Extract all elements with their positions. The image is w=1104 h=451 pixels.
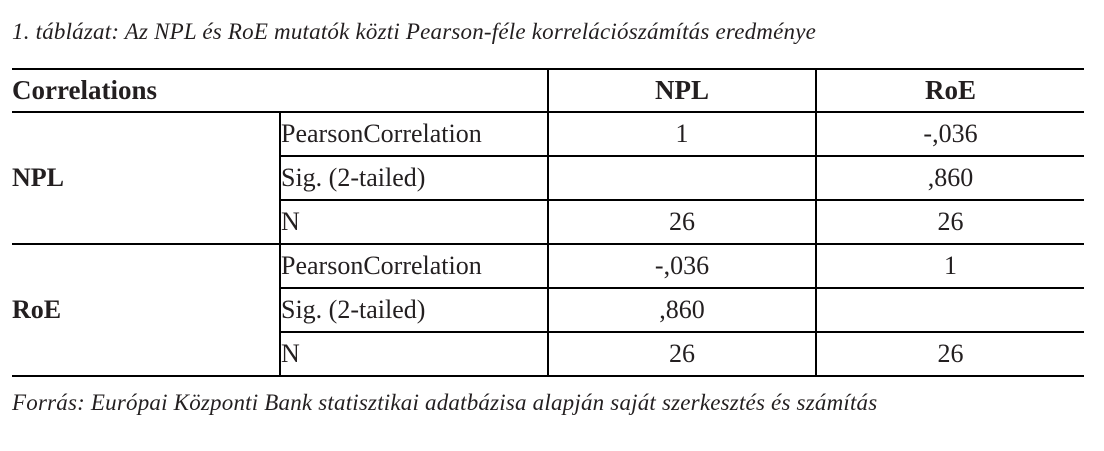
value-npl-npl-n: 26: [547, 198, 816, 245]
stat-label-pearson: PearsonCorrelation: [279, 242, 548, 289]
table-row-npl-n: N 26 26: [12, 198, 1084, 245]
table-header-roe: RoE: [815, 67, 1084, 113]
stat-label-sig: Sig. (2-tailed): [279, 154, 548, 201]
document-page: 1. táblázat: Az NPL és RoE mutatók közti…: [12, 19, 1084, 415]
stat-label-n: N: [279, 198, 548, 245]
value-roe-npl-sig: ,860: [547, 286, 816, 333]
stat-label-pearson: PearsonCorrelation: [279, 110, 548, 157]
value-roe-roe-n: 26: [815, 330, 1084, 377]
table-row-roe-sig: Sig. (2-tailed) ,860: [12, 286, 1084, 333]
table-row-npl-sig: Sig. (2-tailed) ,860: [12, 154, 1084, 201]
table-header-correlations: Correlations: [12, 67, 548, 113]
source-note: Forrás: Európai Központi Bank statisztik…: [12, 389, 878, 415]
value-npl-npl-pearson: 1: [547, 110, 816, 157]
row-group-npl: NPL: [12, 110, 280, 245]
table-row-roe-n: N 26 26: [12, 330, 1084, 377]
table-caption: 1. táblázat: Az NPL és RoE mutatók közti…: [12, 19, 817, 44]
value-roe-npl-n: 26: [547, 330, 816, 377]
table-row-roe-pearson: RoE PearsonCorrelation -,036 1: [12, 242, 1084, 377]
value-npl-npl-sig: [547, 154, 816, 201]
value-npl-roe-sig: ,860: [815, 154, 1084, 201]
table-header-row: Correlations NPL RoE: [12, 67, 1084, 113]
stat-label-sig: Sig. (2-tailed): [279, 286, 548, 333]
correlation-table: Correlations NPL RoE NPL PearsonCorrelat…: [12, 67, 1084, 377]
row-group-roe: RoE: [12, 242, 280, 377]
value-npl-roe-n: 26: [815, 198, 1084, 245]
value-roe-npl-pearson: -,036: [547, 242, 816, 289]
table-header-npl: NPL: [547, 67, 816, 113]
value-roe-roe-sig: [815, 286, 1084, 333]
value-roe-roe-pearson: 1: [815, 242, 1084, 289]
value-npl-roe-pearson: -,036: [815, 110, 1084, 157]
stat-label-n: N: [279, 330, 548, 377]
table-row-npl-pearson: NPL PearsonCorrelation 1 -,036: [12, 110, 1084, 245]
